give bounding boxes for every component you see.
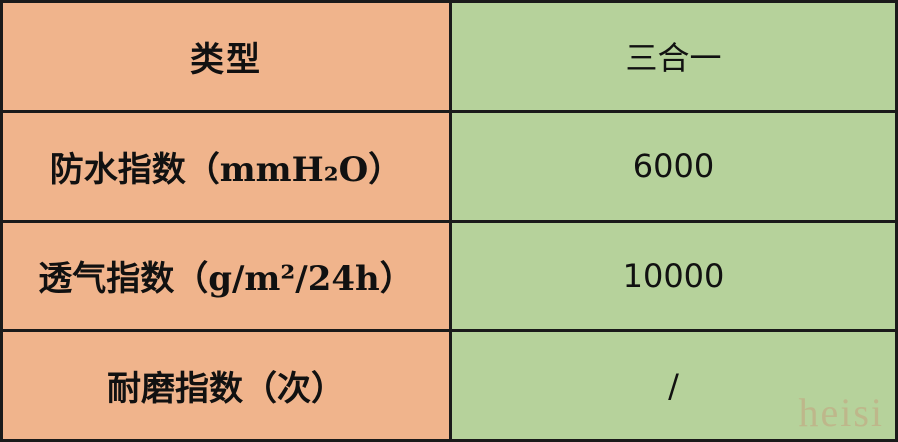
row-value: 6000 xyxy=(449,109,898,223)
row-label: 类型 xyxy=(0,0,452,113)
row-label: 透气指数（g/m²/24h） xyxy=(0,219,452,333)
watermark: heisi xyxy=(798,390,884,435)
row-label: 防水指数（mmH₂O） xyxy=(0,109,452,223)
table-row-abrasion: 耐磨指数（次） / xyxy=(0,329,898,442)
row-label: 耐磨指数（次） xyxy=(0,329,452,442)
table-row-waterproof: 防水指数（mmH₂O） 6000 xyxy=(0,109,898,223)
row-value: / xyxy=(449,329,898,442)
row-value: 10000 xyxy=(449,219,898,333)
table-row-breathability: 透气指数（g/m²/24h） 10000 xyxy=(0,219,898,333)
row-value: 三合一 xyxy=(449,0,898,113)
table-row-type: 类型 三合一 xyxy=(0,0,898,113)
